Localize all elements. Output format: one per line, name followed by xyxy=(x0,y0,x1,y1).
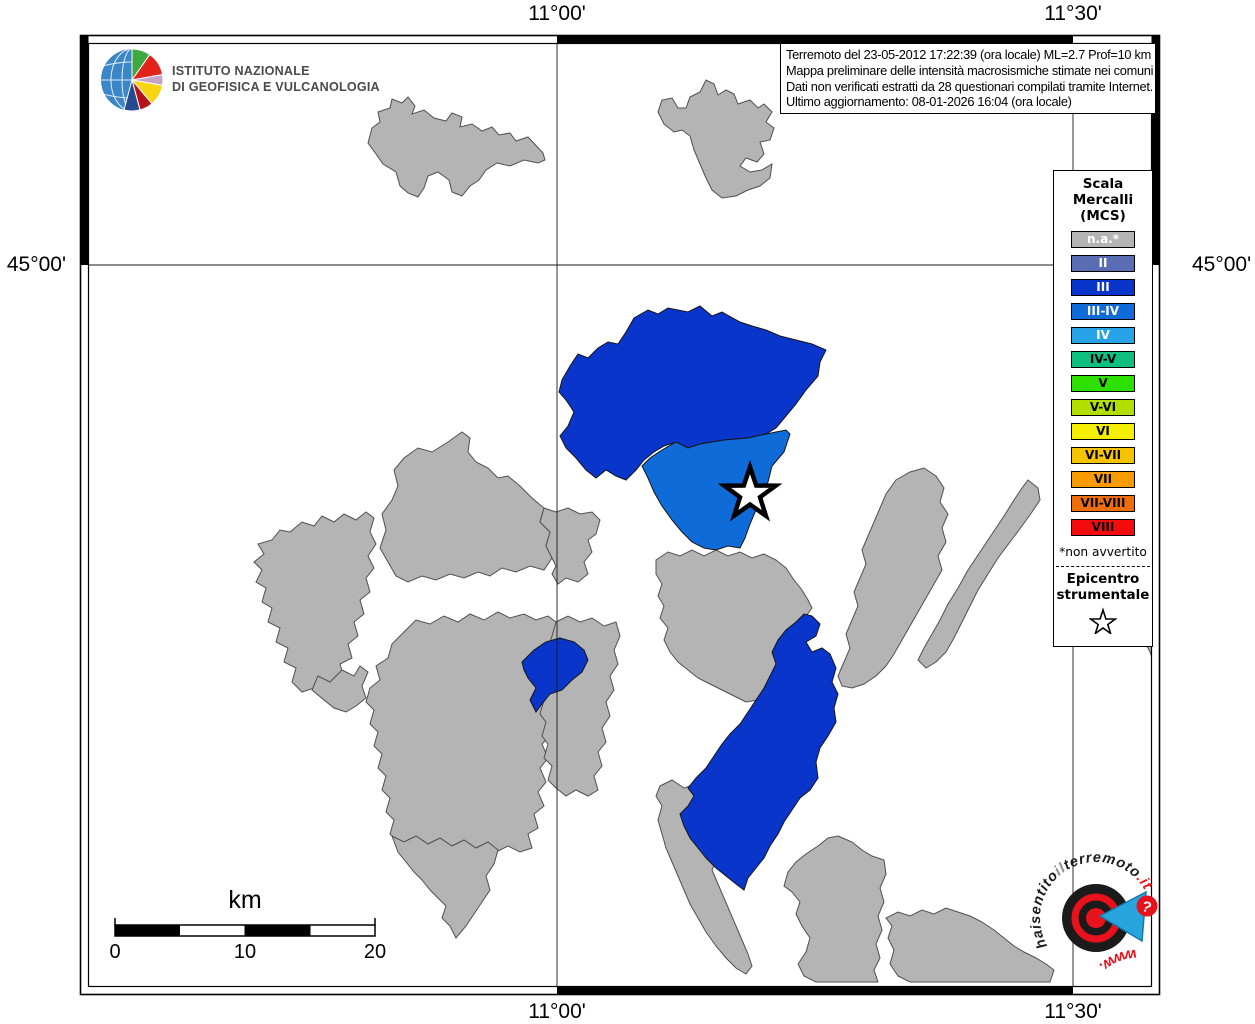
legend-swatch-vii-viii: VII-VIII xyxy=(1071,494,1135,512)
axis-label-lat-right: 45°00' xyxy=(1192,253,1252,276)
legend-epicenter-star-icon xyxy=(1088,607,1118,636)
legend-footnote: *non avvertito xyxy=(1059,545,1147,559)
map-region-mitten-south xyxy=(311,665,369,713)
map-region-region-iii-iv-epicenter xyxy=(641,429,791,551)
legend-separator xyxy=(1056,566,1150,567)
axis-label-lon-top-left: 11°00' xyxy=(528,2,586,25)
info-box-line-3: Dati non verificati estratti da 28 quest… xyxy=(786,78,1153,94)
map-region-cluster-north xyxy=(379,431,553,583)
mcs-legend: Scala Mercalli (MCS) n.a.* II III III-IV IV I… xyxy=(1053,170,1153,647)
legend-swatch-viii: VIII xyxy=(1071,518,1135,536)
frame-segment-right xyxy=(1151,35,1160,265)
map-region-cluster-arm-east xyxy=(539,507,601,585)
legend-title-line2: Mercalli xyxy=(1072,192,1134,208)
scalebar-label-20: 20 xyxy=(363,941,387,963)
map-region-gray-bottom-b2 xyxy=(885,907,1055,983)
axis-label-lon-bottom-left: 11°00' xyxy=(528,1000,586,1023)
legend-swatch-ii: II xyxy=(1071,254,1135,272)
axis-label-lat-left: 45°00' xyxy=(6,253,66,276)
epicenter-star xyxy=(717,459,783,522)
legend-swatch-iii: III xyxy=(1071,278,1135,296)
map-region-region-iii-small xyxy=(521,637,589,713)
legend-title-line3: (MCS) xyxy=(1080,208,1126,224)
legend-title-line1: Scala xyxy=(1082,176,1124,192)
map-region-blob-top-center xyxy=(657,79,775,199)
map-frame xyxy=(79,34,1161,996)
legend-title: Scala Mercalli (MCS) xyxy=(1054,176,1152,224)
watermark-logo: ? haisentitoilterremoto.it www. xyxy=(1028,850,1158,976)
legend-epicenter-line2: strumentale xyxy=(1056,587,1150,603)
legend-epicenter-label: Epicentro strumentale xyxy=(1054,571,1152,603)
map-region-gray-bottom-zigzag xyxy=(391,834,499,939)
axis-label-lon-top-right: 11°30' xyxy=(1044,2,1102,25)
frame-segment-top xyxy=(557,35,1073,44)
frame-segment-bottom xyxy=(557,986,1073,995)
watermark-megaphone-icon xyxy=(1098,890,1147,943)
ingv-wordmark-line2: DI GEOFISICA E VULCANOLOGIA xyxy=(172,79,380,94)
scalebar xyxy=(114,918,376,937)
watermark-target-center xyxy=(1086,908,1106,928)
map-region-blob-top-left xyxy=(367,96,546,198)
ingv-wordmark-line1: ISTITUTO NAZIONALE xyxy=(172,64,310,78)
graticule xyxy=(89,44,1151,986)
legend-swatch-n-a-: n.a.* xyxy=(1071,230,1135,248)
info-box-line-1: Terremoto del 23-05-2012 17:22:39 (ora l… xyxy=(786,47,1151,62)
globe-wedge-navy xyxy=(123,78,141,112)
map-region-gray-banana-right xyxy=(917,479,1041,669)
map-region-gray-parallelogram-right xyxy=(837,467,949,689)
axis-label-lon-bottom-right: 11°30' xyxy=(1044,1000,1102,1023)
map-region-mitten-west xyxy=(253,511,377,697)
watermark-question-circle xyxy=(1136,895,1158,917)
legend-swatch-vi: VI xyxy=(1071,422,1135,440)
ingv-globe-icon xyxy=(101,48,164,112)
info-box-line-4: Ultimo aggiornamento: 08-01-2026 16:04 (… xyxy=(786,94,1072,110)
info-box-line-2: Mappa preliminare delle intensità macros… xyxy=(786,62,1154,78)
legend-swatch-vii: VII xyxy=(1071,470,1135,488)
legend-swatch-list: n.a.* II III III-IV IV IV-V V V-VI VI VI-VII VII VI… xyxy=(1054,230,1152,536)
scalebar-unit-label: km xyxy=(228,886,262,914)
legend-swatch-v-vi: V-VI xyxy=(1071,398,1135,416)
legend-swatch-v: V xyxy=(1071,374,1135,392)
frame-segment-left xyxy=(80,35,89,265)
legend-swatch-vi-vii: VI-VII xyxy=(1071,446,1135,464)
legend-swatch-iv: IV xyxy=(1071,326,1135,344)
map-region-gray-bottom-b1 xyxy=(783,835,887,983)
legend-swatch-iv-v: IV-V xyxy=(1071,350,1135,368)
legend-swatch-iii-iv: III-IV xyxy=(1071,302,1135,320)
legend-epicenter-line1: Epicentro xyxy=(1066,571,1140,587)
earthquake-info-box: Terremoto del 23-05-2012 17:22:39 (ora l… xyxy=(780,43,1156,115)
scalebar-label-10: 10 xyxy=(233,941,257,963)
ingv-wordmark: ISTITUTO NAZIONALE DI GEOFISICA E VULCAN… xyxy=(172,64,380,95)
map-region-cluster-central-big xyxy=(365,611,557,853)
scalebar-label-0: 0 xyxy=(109,941,121,963)
map-region-region-iii-tall xyxy=(679,613,839,891)
